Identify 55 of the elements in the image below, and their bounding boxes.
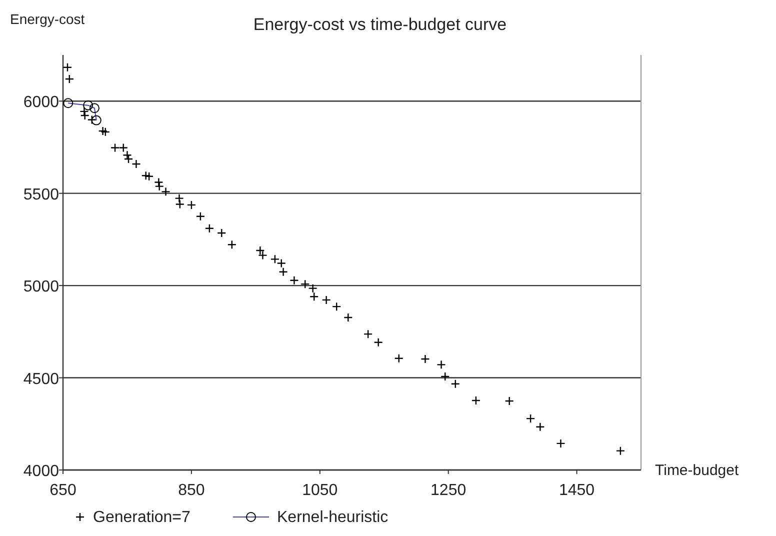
legend-label: Kernel-heuristic [277,509,388,526]
point [186,200,196,210]
point [98,126,108,136]
y-tick-label: 4000 [23,463,60,480]
point [344,312,353,322]
point [175,200,184,209]
point [100,127,110,137]
point [450,379,460,388]
point [308,284,318,293]
point [204,224,214,233]
point [132,159,141,169]
point [536,422,545,432]
point [556,438,566,448]
point [436,360,446,370]
point [217,228,226,238]
point [300,279,310,289]
legend-label: Generation=7 [93,509,191,526]
point [332,302,342,312]
point [124,154,134,164]
x-tick-label: 1250 [430,482,466,499]
x-tick-label: 1050 [302,482,338,499]
point [420,354,430,364]
point [64,74,74,84]
x-axis-title: Time-budget [655,462,740,479]
y-axis-title: Energy-cost [10,11,85,27]
x-tick-label: 650 [50,482,76,499]
point [118,143,128,152]
y-tick-label: 5500 [23,186,60,204]
point [154,178,164,187]
point [504,396,514,406]
point [144,172,154,181]
point [174,194,184,203]
point [290,276,299,285]
point [616,446,626,456]
point [141,171,150,180]
y-tick-label: 6000 [23,94,60,112]
point [227,240,237,250]
x-tick-label: 1450 [558,482,595,499]
y-tick-label: 4500 [23,370,60,388]
point [278,267,288,277]
y-tick-label: 5000 [23,278,60,296]
point [394,354,404,364]
point [374,338,383,347]
point [310,292,319,302]
point [110,143,120,152]
point [196,212,206,221]
point [80,106,89,116]
point [62,62,72,72]
point [440,372,450,382]
point [526,414,536,424]
x-tick-label: 850 [178,482,205,499]
point [471,396,481,406]
point [363,329,373,339]
point [322,295,331,305]
chart-title: Energy-cost vs time-budget curve [253,15,507,34]
